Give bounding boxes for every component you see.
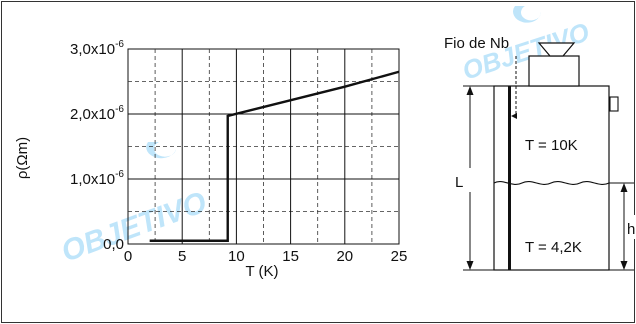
x-tick-label: 10 [228, 248, 245, 265]
series-layer [149, 70, 400, 242]
grid [128, 49, 399, 244]
y-tick-exponent: -6 [115, 39, 124, 50]
y-tick-label: 2,0x10 [70, 106, 115, 123]
y-tick-label: 3,0x10 [70, 41, 115, 58]
level-arrow-top [620, 183, 628, 192]
upper-region-label: T = 10K [525, 137, 578, 154]
wire-label: Fio de Nb [444, 35, 509, 52]
length-arrow-top [466, 86, 474, 95]
y-tick: 1,0x10 -6 [70, 169, 124, 188]
y-axis-label: ρ(Ωm) [14, 137, 31, 179]
level-label: h [627, 221, 635, 238]
y-tick-label: 1,0x10 [70, 171, 115, 188]
x-tick-label: 20 [336, 248, 353, 265]
x-tick-label: 25 [391, 248, 408, 265]
container-side-tab [609, 96, 619, 112]
wire-clamp [537, 42, 576, 57]
x-axis-ticks: 0 5 10 15 20 25 [124, 248, 408, 265]
level-label-mask [626, 215, 636, 239]
length-arrow-bottom [466, 261, 474, 270]
resistivity-chart: 0 5 10 15 20 25 0,01,0x10 -62,0x10 -63,0x10 -6 T… [14, 39, 407, 280]
watermark-text-center: OBJETIVO [57, 186, 211, 269]
y-tick-label: 0,0 [103, 236, 124, 253]
y-axis-ticks: 0,01,0x10 -62,0x10 -63,0x10 -6 [70, 39, 124, 253]
y-tick: 2,0x10 -6 [70, 104, 124, 123]
leader-arrowhead [511, 113, 517, 119]
container-cap [528, 55, 580, 87]
lower-region-label: T = 4,2K [525, 239, 582, 256]
length-label: L [455, 174, 463, 191]
y-tick-exponent: -6 [115, 104, 124, 115]
x-tick-label: 15 [282, 248, 299, 265]
watermark-center: OBJETIVO [57, 142, 211, 269]
resistivity-curve [149, 70, 400, 242]
wire-diagram: Fio de Nb T = 10K T = 4,2K L h [444, 35, 636, 271]
y-tick: 0,0 [103, 236, 124, 253]
watermark-logo-center [146, 142, 176, 159]
y-tick-exponent: -6 [115, 169, 124, 180]
length-label-mask [458, 168, 480, 192]
liquid-surface [493, 181, 610, 185]
x-tick-label: 5 [178, 248, 186, 265]
x-tick-label: 0 [124, 248, 132, 265]
y-tick: 3,0x10 -6 [70, 39, 124, 58]
x-axis-label: T (K) [245, 263, 278, 280]
level-arrow-bottom [620, 261, 628, 270]
watermark-logo-top [513, 6, 542, 23]
